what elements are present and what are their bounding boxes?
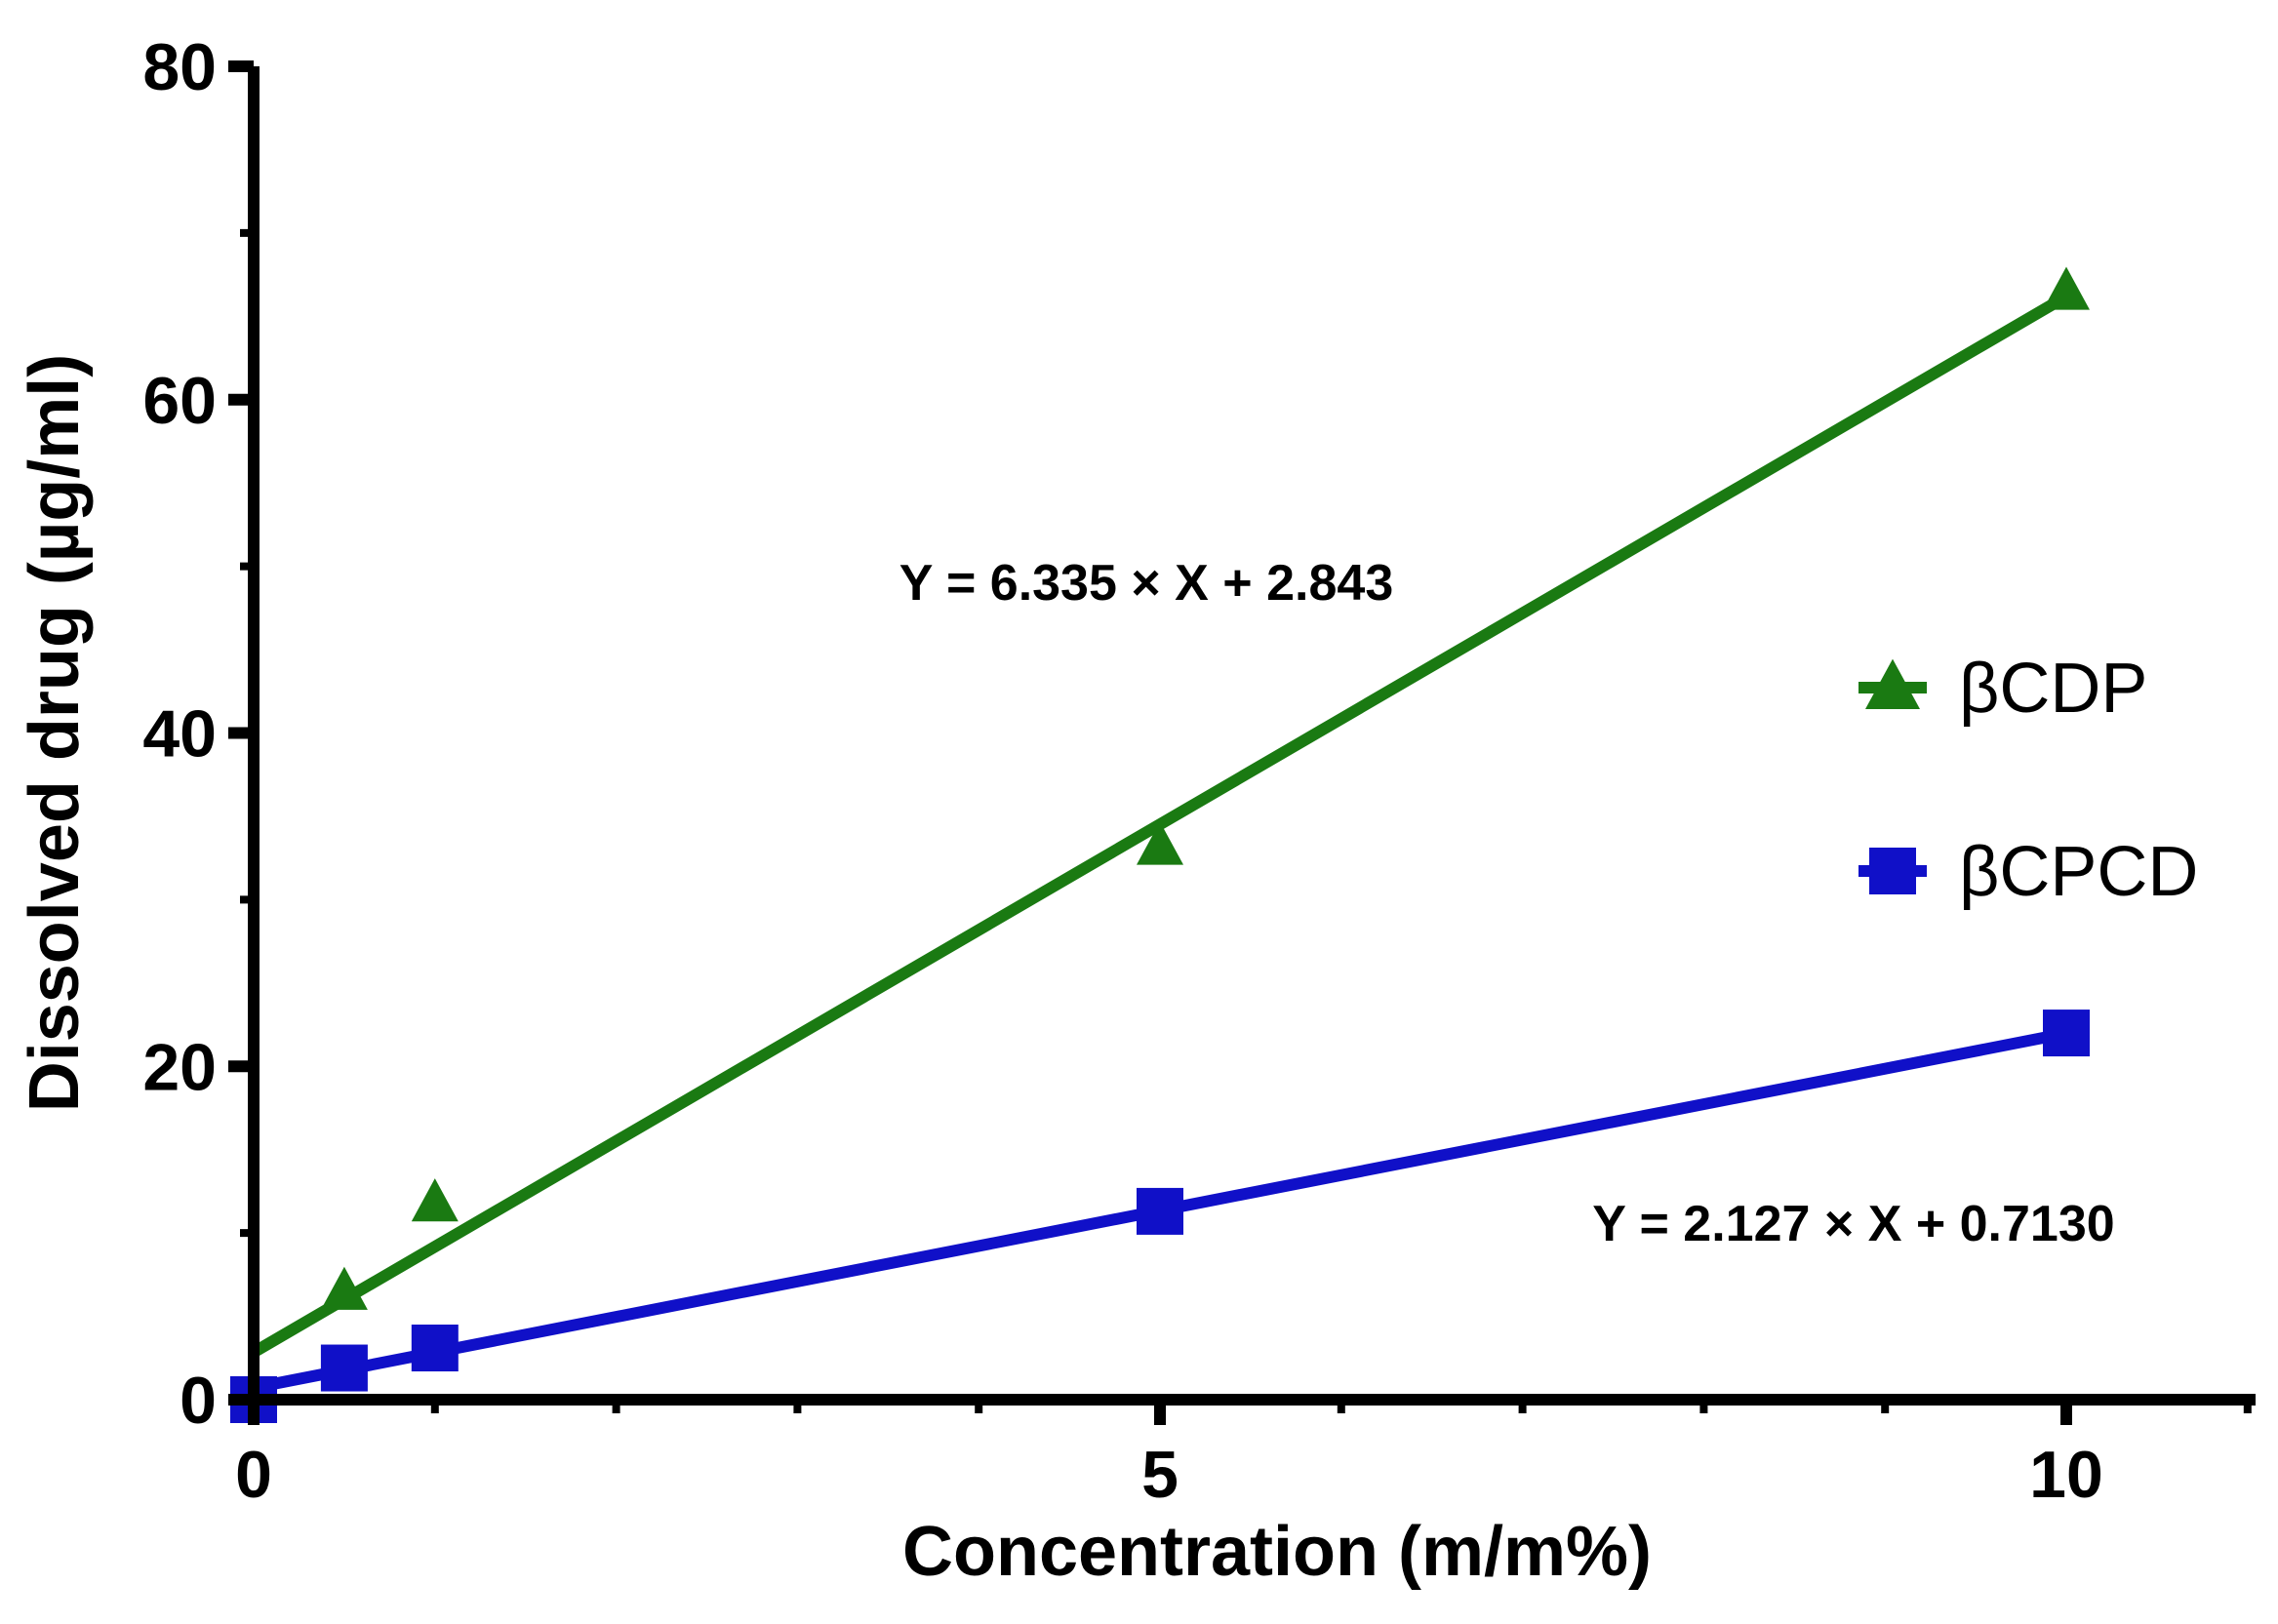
x-tick-label: 5	[1141, 1438, 1179, 1512]
data-point-triangle	[1137, 821, 1183, 865]
y-tick-label: 20	[142, 1030, 217, 1104]
x-tick-label: 0	[235, 1438, 272, 1512]
legend-item-bcpcd: βCPCD	[1858, 833, 2198, 911]
x-tick-label: 10	[2029, 1438, 2103, 1512]
axes: 0 20 40 60 80 0 5 10	[142, 30, 2256, 1512]
y-axis-title: Dissolved drug (µg/ml)	[16, 354, 94, 1113]
legend-triangle-marker	[1865, 658, 1920, 710]
y-tick-label: 80	[142, 30, 217, 104]
y-tick-label: 0	[180, 1364, 217, 1438]
legend: βCDP βCPCD	[1858, 650, 2198, 911]
legend-square-marker	[1869, 848, 1916, 894]
data-markers	[230, 266, 2090, 1423]
legend-item-bcdp: βCDP	[1858, 650, 2147, 728]
x-ticks: 0 5 10	[235, 1400, 2252, 1512]
legend-label-bcdp: βCDP	[1959, 650, 2147, 728]
data-point-square	[1137, 1187, 1183, 1235]
data-point-square	[2043, 1010, 2090, 1057]
x-axis-title: Concentration (m/m%)	[902, 1513, 1652, 1591]
data-point-square	[320, 1344, 368, 1392]
data-point-triangle	[411, 1178, 459, 1222]
y-ticks: 0 20 40 60 80	[142, 30, 254, 1438]
fit-equation-bcpcd: Y = 2.127 × X + 0.7130	[1592, 1196, 2114, 1252]
y-tick-label: 40	[142, 697, 217, 772]
fit-equation-bcdp: Y = 6.335 × X + 2.843	[899, 555, 1393, 612]
y-tick-label: 60	[142, 364, 217, 438]
data-point-square	[411, 1325, 459, 1372]
data-point-triangle	[320, 1266, 368, 1310]
legend-label-bcpcd: βCPCD	[1959, 833, 2198, 911]
data-point-triangle	[2043, 266, 2090, 310]
